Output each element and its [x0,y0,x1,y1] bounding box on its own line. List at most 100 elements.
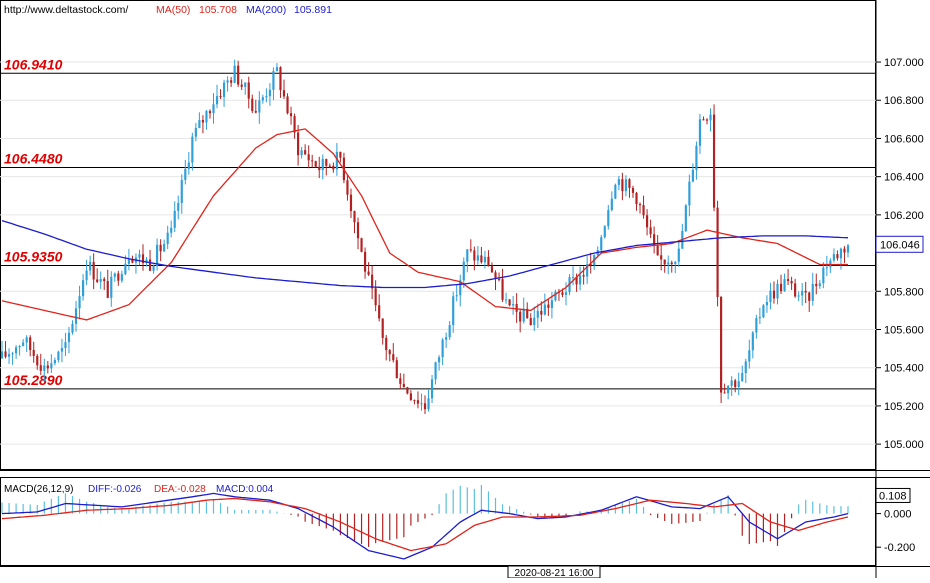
candle-body [684,205,687,232]
candle-body [649,227,652,235]
candle-body [113,273,116,277]
candle-body [804,290,807,293]
candle-body [737,381,740,388]
candle-body [148,259,152,271]
price-tick-label: 106.400 [884,172,924,184]
candle-body [406,387,409,394]
candle-body [765,302,769,306]
candle-body [138,254,141,258]
source-url[interactable]: http://www.deltastock.com/ [4,4,128,16]
candle-body [607,210,610,227]
candle-body [730,380,733,386]
candle-body [141,254,145,264]
candle-body [526,308,529,319]
price-tick-label: 105.600 [884,324,924,336]
candle-body [99,279,102,282]
candle-body [748,350,751,362]
candle-body [476,255,479,261]
candle-body [533,317,536,326]
candle-body [811,283,814,301]
horizontal-gridlines [0,61,876,445]
candle-body [244,82,247,87]
candle-body [575,276,578,285]
candle-body [251,98,254,112]
candle-body [117,273,120,281]
candle-body [586,264,589,277]
candle-body [755,318,758,333]
candle-body [85,270,88,281]
candle-body [769,290,772,303]
candle-body [554,291,557,301]
candle-body [497,279,501,281]
candle-body [289,113,293,117]
macd-value-label: MACD:0.004 [216,484,274,495]
price-axis[interactable]: 107.000 106.800 106.600 106.400 106.200 105.8… [875,57,924,451]
candle-body [564,292,568,295]
candle-body [709,114,712,121]
candle-body [110,276,113,298]
price-tick-label: 107.000 [884,57,924,69]
candle-body [455,295,458,297]
candle-body [25,337,28,343]
candle-body [825,267,828,269]
candle-body [261,97,264,101]
candle-body [237,65,240,85]
price-tick-label: 106.600 [884,133,924,145]
candle-body [536,310,539,318]
candle-body [265,96,268,98]
support-resistance-levels: 106.9410 106.4480 105.9350 105.2890 [0,56,876,390]
candle-body [698,119,702,146]
candle-body [272,71,275,90]
candle-body [614,184,617,199]
candle-body [519,311,522,322]
candle-body [776,283,779,299]
candle-body [106,281,109,298]
candle-body [321,159,324,171]
candle-body [124,263,127,275]
candle-body [815,283,818,287]
candle-body [159,244,162,252]
candle-body [297,132,300,156]
candle-body [540,310,543,315]
candle-body [318,166,321,171]
candle-body [230,80,233,83]
price-tick-label: 105.400 [884,363,924,375]
candle-body [409,393,412,401]
candle-body [328,165,331,167]
candle-body [18,346,21,348]
level-label: 105.9350 [4,248,63,264]
candle-body [688,181,691,206]
candle-body [480,255,483,263]
candle-body [504,299,508,301]
candle-body [4,351,7,357]
candle-body [624,179,628,192]
candle-body [571,276,575,278]
candle-body [543,304,546,315]
candle-body [843,248,846,253]
level-label: 106.9410 [4,56,63,72]
candle-body [201,119,205,123]
candle-body [462,261,465,281]
candle-body [388,350,391,355]
candle-body [473,250,476,261]
candle-body [395,360,398,379]
candle-body [621,179,624,192]
candlestick-series [0,59,850,414]
candle-body [325,159,328,166]
candle-body [808,292,811,301]
candle-body [392,354,395,361]
candle-body [582,275,585,277]
price-tick-label: 105.800 [884,286,924,298]
candle-body [184,168,187,180]
candle-body [254,111,257,113]
candle-body [423,403,427,410]
candle-body [466,249,469,262]
candle-body [579,275,582,285]
price-tick-label: 106.200 [884,210,924,222]
ma50-label: MA(50) [156,4,190,16]
moving-average-lines [1,128,849,321]
price-tick-label: 106.800 [884,95,924,107]
candle-body [402,383,405,388]
